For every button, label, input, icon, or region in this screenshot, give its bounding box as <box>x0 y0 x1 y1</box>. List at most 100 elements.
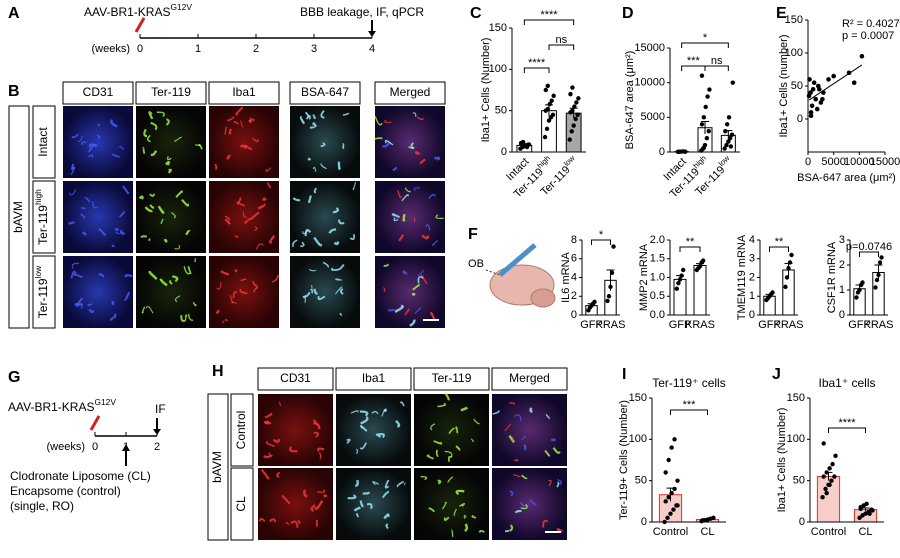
cerebellum-shape <box>530 288 556 308</box>
stain-signal <box>160 218 164 225</box>
data-point <box>672 437 677 442</box>
stain-signal <box>118 211 126 218</box>
stain-signal <box>435 214 444 219</box>
data-point <box>724 122 730 127</box>
stain-signal <box>194 258 196 263</box>
data-point <box>697 264 703 269</box>
stain-signal <box>431 240 439 246</box>
y-tick-label: 1 <box>839 284 845 296</box>
stain-signal <box>88 154 94 158</box>
stain-signal <box>185 230 191 236</box>
data-point <box>864 501 869 507</box>
stain-signal <box>312 114 317 120</box>
micrograph <box>136 106 206 178</box>
micrograph <box>414 468 489 540</box>
data-point <box>860 280 865 285</box>
stain-signal <box>352 181 357 191</box>
stain-signal <box>430 311 436 321</box>
data-point <box>770 290 775 295</box>
stain-signal <box>437 402 447 408</box>
stain-signal <box>297 520 301 525</box>
data-point <box>677 277 683 282</box>
stain-signal <box>73 273 83 279</box>
data-point <box>542 134 548 140</box>
stain-signal <box>371 410 379 415</box>
data-point <box>666 495 671 500</box>
week-label: 1 <box>195 43 201 55</box>
endpoint-label: IF <box>155 402 166 416</box>
stain-signal <box>256 243 264 250</box>
stain-signal <box>263 454 272 459</box>
data-point <box>605 298 610 304</box>
y-tick-label: 0.0 <box>650 309 665 321</box>
stain-signal <box>383 263 389 267</box>
stain-signal <box>417 269 425 277</box>
stain-signal <box>548 479 552 487</box>
stain-signal <box>401 194 409 202</box>
data-point <box>858 506 863 511</box>
stain-signal <box>455 445 461 451</box>
regression-line <box>808 64 863 101</box>
data-point <box>808 110 814 115</box>
x-tick-label: 0 <box>805 156 811 168</box>
stain-signal <box>359 442 367 450</box>
stain-signal <box>224 319 228 322</box>
stain-signal <box>265 440 275 447</box>
stain-signal <box>269 518 276 523</box>
arrow-head <box>122 444 130 451</box>
data-point <box>550 112 556 118</box>
column-header: BSA-647 <box>301 85 349 99</box>
y-tick-label: 0 <box>839 309 845 321</box>
stain-signal <box>318 452 322 460</box>
stain-signal <box>192 301 197 307</box>
stain-signal <box>335 278 342 281</box>
group-box <box>8 105 30 329</box>
significance-bracket <box>828 427 866 433</box>
stain-signal <box>165 118 170 126</box>
stain-signal <box>292 197 301 202</box>
data-point <box>544 126 550 132</box>
stain-signal <box>87 303 93 307</box>
stain-signal <box>307 157 312 161</box>
data-point <box>706 129 711 134</box>
panel-label: A <box>8 5 20 22</box>
stain-signal <box>148 111 154 120</box>
stain-signal <box>542 520 549 528</box>
data-point <box>672 486 677 492</box>
stain-signal <box>260 469 270 480</box>
stain-signal <box>442 501 447 510</box>
stain-signal <box>170 212 176 219</box>
data-point <box>857 515 862 521</box>
stain-signal <box>149 193 155 197</box>
data-point <box>663 499 668 504</box>
data-point <box>570 85 575 90</box>
stain-signal <box>430 423 436 431</box>
annotation: R² = 0.4027 <box>842 18 900 30</box>
data-point <box>874 277 880 283</box>
data-point <box>820 96 825 102</box>
data-point <box>675 478 680 483</box>
significance-label: *** <box>687 55 701 67</box>
micrograph <box>136 181 206 253</box>
data-point <box>724 142 729 148</box>
stain-signal <box>399 401 405 407</box>
stain-signal <box>157 205 165 214</box>
x-tick-label: GFP <box>669 319 692 331</box>
significance-label: ** <box>775 236 784 248</box>
column-header: Iba1 <box>362 371 386 385</box>
stain-signal <box>234 269 238 273</box>
group-box <box>207 393 229 541</box>
stain-signal <box>144 206 153 213</box>
stain-signal <box>459 502 466 507</box>
data-point <box>570 108 575 113</box>
data-point <box>571 123 576 128</box>
data-point <box>728 144 734 149</box>
stain-signal <box>254 225 258 231</box>
y-axis-label: Iba1+ Cells (Number) <box>776 408 788 513</box>
stain-signal <box>224 219 231 225</box>
stain-signal <box>557 479 562 486</box>
stain-signal <box>404 187 412 193</box>
y-tick-label: 3 <box>839 234 845 246</box>
